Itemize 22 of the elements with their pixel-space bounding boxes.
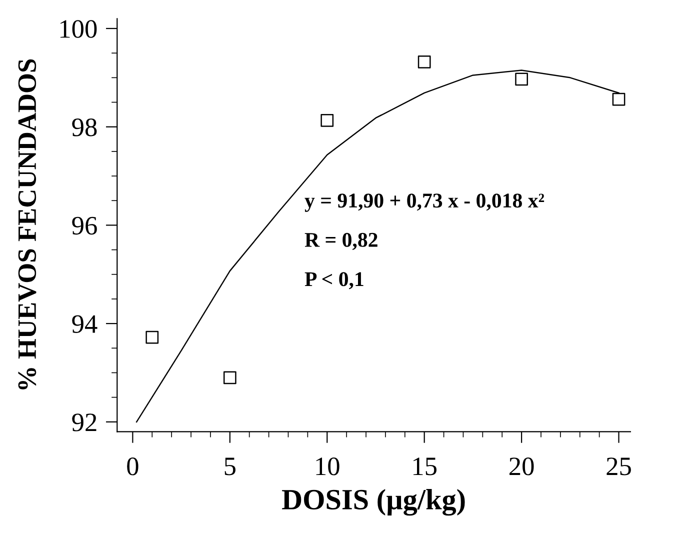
point: [612, 92, 626, 106]
y-tick-label: 94: [72, 315, 98, 333]
x-tick-label: 20: [510, 457, 534, 476]
x-tick-label: 25: [606, 458, 631, 476]
x-tick-label: 5: [224, 458, 236, 476]
x-tick-label: 10: [316, 457, 340, 476]
x-tick-label: 15: [413, 458, 436, 476]
x-tick-label: 0: [127, 457, 138, 476]
y-tick-label: 100: [60, 20, 97, 38]
annotation: P < 0,1: [304, 272, 364, 290]
y-tick-label: 92: [72, 414, 96, 432]
point: [223, 371, 236, 384]
y-axis-title: % HUEVOS FECUNDADOS: [18, 59, 36, 390]
annotation: R = 0,82: [304, 232, 378, 250]
point: [146, 330, 159, 344]
annotation: y = 91,90 + 0,73 x - 0,018 x²: [304, 194, 544, 212]
y-tick-label: 98: [72, 118, 97, 136]
point: [515, 72, 528, 86]
x-axis-title: DOSIS (µg/kg): [282, 488, 465, 516]
y-tick-label: 96: [72, 216, 97, 235]
point: [320, 114, 334, 127]
point: [418, 55, 431, 68]
